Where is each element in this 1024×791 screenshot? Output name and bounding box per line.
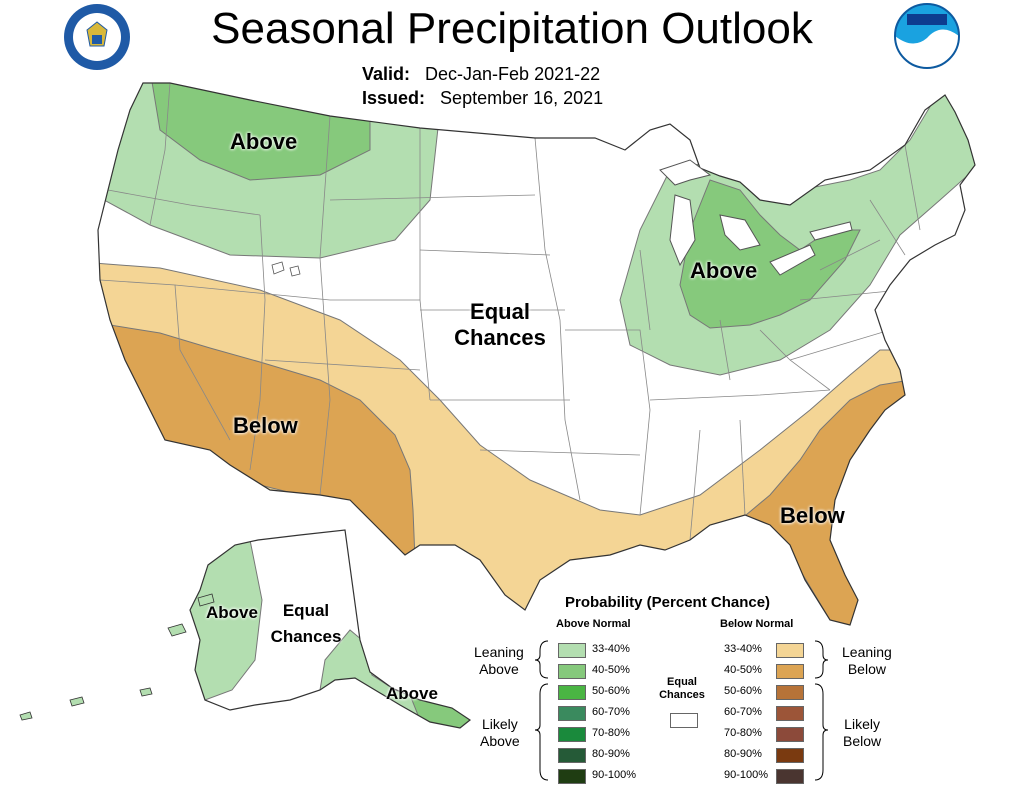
legend-below-swatch-0 xyxy=(776,643,804,658)
legend-above-label-6: 90-100% xyxy=(592,769,637,781)
legend-below-swatch-3 xyxy=(776,706,804,721)
legend-likely-above-2: Above xyxy=(480,733,520,749)
issued-value: September 16, 2021 xyxy=(440,88,604,108)
label-northwest-above: Above xyxy=(230,129,298,154)
page-title: Seasonal Precipitation Outlook xyxy=(211,4,813,53)
legend-below-label-4: 70-80% xyxy=(724,727,762,739)
issued-row: Issued: September 16, 2021 xyxy=(362,88,603,109)
label-alaska-west-above: Above xyxy=(206,603,258,622)
issued-label: Issued: xyxy=(362,88,426,108)
legend-above-label-1: 40-50% xyxy=(592,664,630,676)
legend-above-header: Above Normal xyxy=(556,618,631,630)
label-southwest-below: Below xyxy=(233,413,298,438)
legend-below-swatch-1 xyxy=(776,664,804,679)
legend-below-label-3: 60-70% xyxy=(724,706,762,718)
legend-above-swatch-0 xyxy=(558,643,586,658)
legend-above-swatch-2 xyxy=(558,685,586,700)
legend-above-label-5: 80-90% xyxy=(592,748,630,760)
legend-above-label-4: 70-80% xyxy=(592,727,630,739)
label-center-line2: Chances xyxy=(454,325,546,350)
legend-above-swatch-1 xyxy=(558,664,586,679)
legend-equal-line1: Equal xyxy=(667,676,697,688)
legend-above-label-3: 60-70% xyxy=(592,706,630,718)
label-southeast-below: Below xyxy=(780,503,845,528)
legend-title: Probability (Percent Chance) xyxy=(565,594,771,611)
label-alaska-south-above: Above xyxy=(386,684,438,703)
legend-below-swatch-5 xyxy=(776,748,804,763)
legend-likely-above: Likely Above xyxy=(480,716,520,750)
legend-below-header: Below Normal xyxy=(720,618,794,630)
legend-above-swatch-5 xyxy=(558,748,586,763)
legend-above-label-0: 33-40% xyxy=(592,643,630,655)
legend-leaning-above-1: Leaning xyxy=(474,644,524,660)
legend-below-label-1: 40-50% xyxy=(724,664,762,676)
legend-above-swatch-3 xyxy=(558,706,586,721)
legend-below-swatch-4 xyxy=(776,727,804,742)
legend-likely-below-1: Likely xyxy=(844,716,880,732)
label-greatlakes-above: Above xyxy=(690,258,758,283)
legend-likely-below: Likely Below xyxy=(843,716,881,750)
legend-below-label-2: 50-60% xyxy=(724,685,762,697)
legend-leaning-below-2: Below xyxy=(847,661,886,677)
legend-above-swatch-4 xyxy=(558,727,586,742)
legend-equal-chances: Equal Chances xyxy=(654,676,710,702)
label-alaska-line2: Chances xyxy=(270,627,342,646)
legend-leaning-above: Leaning Above xyxy=(474,644,524,678)
commerce-seal-icon xyxy=(64,4,130,70)
label-alaska-line1: Equal xyxy=(282,601,330,620)
legend-leaning-below: Leaning Below xyxy=(842,644,892,678)
legend-below-label-0: 33-40% xyxy=(724,643,762,655)
legend-likely-below-2: Below xyxy=(843,733,882,749)
legend-likely-above-1: Likely xyxy=(481,716,518,732)
legend-leaning-above-2: Above xyxy=(479,661,519,677)
legend-below-swatch-2 xyxy=(776,685,804,700)
legend-equal-line2: Chances xyxy=(659,689,705,701)
valid-row: Valid: Dec-Jan-Feb 2021-22 xyxy=(362,64,600,85)
label-alaska-equal-chances: Equal Chances xyxy=(266,598,346,650)
legend-equal-swatch xyxy=(670,713,698,728)
legend-below-label-5: 80-90% xyxy=(724,748,762,760)
legend-below-swatch-6 xyxy=(776,769,804,784)
noaa-logo-icon xyxy=(894,3,960,69)
valid-value: Dec-Jan-Feb 2021-22 xyxy=(425,64,601,84)
label-center-equal-chances: Equal Chances xyxy=(452,299,548,351)
label-center-line1: Equal xyxy=(470,299,530,324)
legend-above-label-2: 50-60% xyxy=(592,685,630,697)
valid-label: Valid: xyxy=(362,64,411,84)
legend-below-label-6: 90-100% xyxy=(724,769,769,781)
legend-above-swatch-6 xyxy=(558,769,586,784)
legend-leaning-below-1: Leaning xyxy=(842,644,892,660)
